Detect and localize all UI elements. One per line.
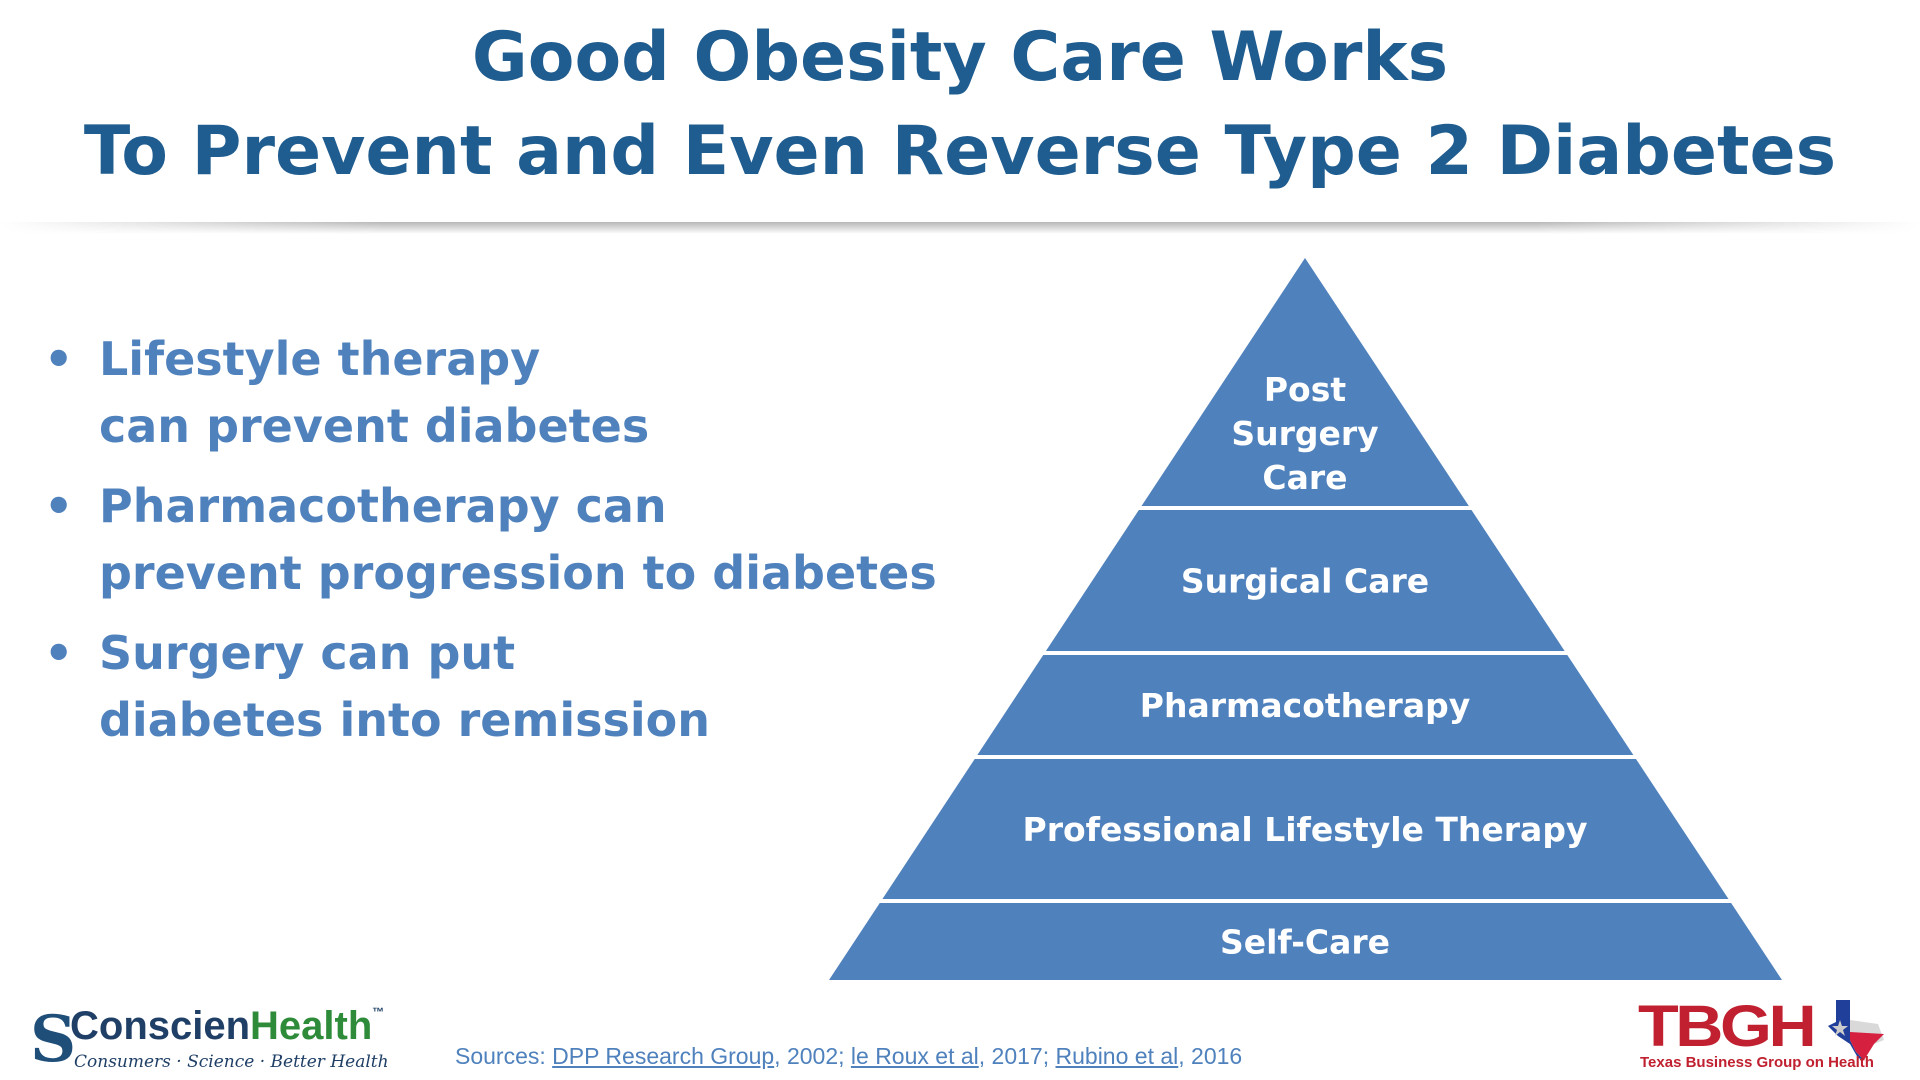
pyramid-level-label: Post bbox=[1264, 370, 1346, 409]
pyramid-level-label: Surgery bbox=[1231, 414, 1378, 453]
conscienhealth-logo: S ConscienHealth™ Consumers · Science · … bbox=[30, 1004, 420, 1074]
source-year: , 2002; bbox=[774, 1043, 851, 1069]
pyramid-level-label: Care bbox=[1262, 458, 1347, 497]
pyramid-level-3 bbox=[977, 655, 1634, 755]
pyramid-level-4 bbox=[882, 759, 1729, 899]
pyramid-level-label: Surgical Care bbox=[1181, 562, 1429, 601]
bullet-text-line: diabetes into remission bbox=[99, 693, 711, 747]
tbgh-subtitle: Texas Business Group on Health bbox=[1640, 1054, 1874, 1071]
slide-title-line-2: To Prevent and Even Reverse Type 2 Diabe… bbox=[83, 112, 1837, 191]
logo-text-health: Health bbox=[250, 1004, 373, 1048]
bullet-text-line: Pharmacotherapy can bbox=[99, 479, 667, 533]
conscienhealth-tagline: Consumers · Science · Better Health bbox=[74, 1052, 389, 1072]
bullet-text-line: Surgery can put bbox=[99, 626, 516, 680]
trademark-symbol: ™ bbox=[372, 1005, 385, 1019]
source-link-dpp[interactable]: DPP Research Group bbox=[552, 1043, 775, 1069]
bullet-dot-icon: • bbox=[44, 626, 74, 680]
source-year: , 2017; bbox=[978, 1043, 1056, 1069]
tbgh-logo: TBGH Texas Business Group on Health bbox=[1638, 998, 1888, 1073]
logo-text-conscien: Conscien bbox=[70, 1004, 251, 1048]
source-link-rubino[interactable]: Rubino et al bbox=[1055, 1043, 1179, 1069]
bullet-item: • Lifestyle therapy can prevent diabetes bbox=[44, 326, 937, 460]
sources-prefix: Sources: bbox=[455, 1043, 553, 1069]
bullet-item: • Pharmacotherapy can prevent progressio… bbox=[44, 473, 937, 607]
pyramid-level-label: Pharmacotherapy bbox=[1140, 686, 1470, 725]
bullet-dot-icon: • bbox=[44, 332, 74, 386]
bullet-dot-icon: • bbox=[44, 479, 74, 533]
conscienhealth-wordmark: ConscienHealth™ bbox=[70, 1006, 384, 1046]
pyramid-level-2 bbox=[1045, 510, 1565, 651]
slide-title-line-1: Good Obesity Care Works bbox=[471, 18, 1449, 97]
source-year: , 2016 bbox=[1178, 1043, 1243, 1069]
bullet-text-line: Lifestyle therapy bbox=[99, 332, 541, 386]
pyramid-level-label: Self-Care bbox=[1220, 923, 1390, 962]
source-link-le-roux[interactable]: le Roux et al bbox=[850, 1043, 979, 1069]
tbgh-letters: TBGH bbox=[1638, 994, 1817, 1059]
bullet-item: • Surgery can put diabetes into remissio… bbox=[44, 620, 937, 754]
title-divider-shadow bbox=[0, 222, 1920, 234]
bullet-list: • Lifestyle therapy can prevent diabetes… bbox=[44, 326, 937, 767]
texas-flag-icon bbox=[1828, 1000, 1884, 1060]
conscienhealth-s-mark: S bbox=[30, 1002, 77, 1077]
bullet-text-line: can prevent diabetes bbox=[99, 399, 650, 453]
pyramid-level-5 bbox=[829, 903, 1782, 980]
pyramid-level-label: Professional Lifestyle Therapy bbox=[1023, 810, 1588, 849]
pyramid-level-1 bbox=[1141, 258, 1469, 506]
sources-citation: Sources: DPP Research Group, 2002; le Ro… bbox=[455, 1043, 1242, 1070]
bullet-text-line: prevent progression to diabetes bbox=[99, 546, 937, 600]
